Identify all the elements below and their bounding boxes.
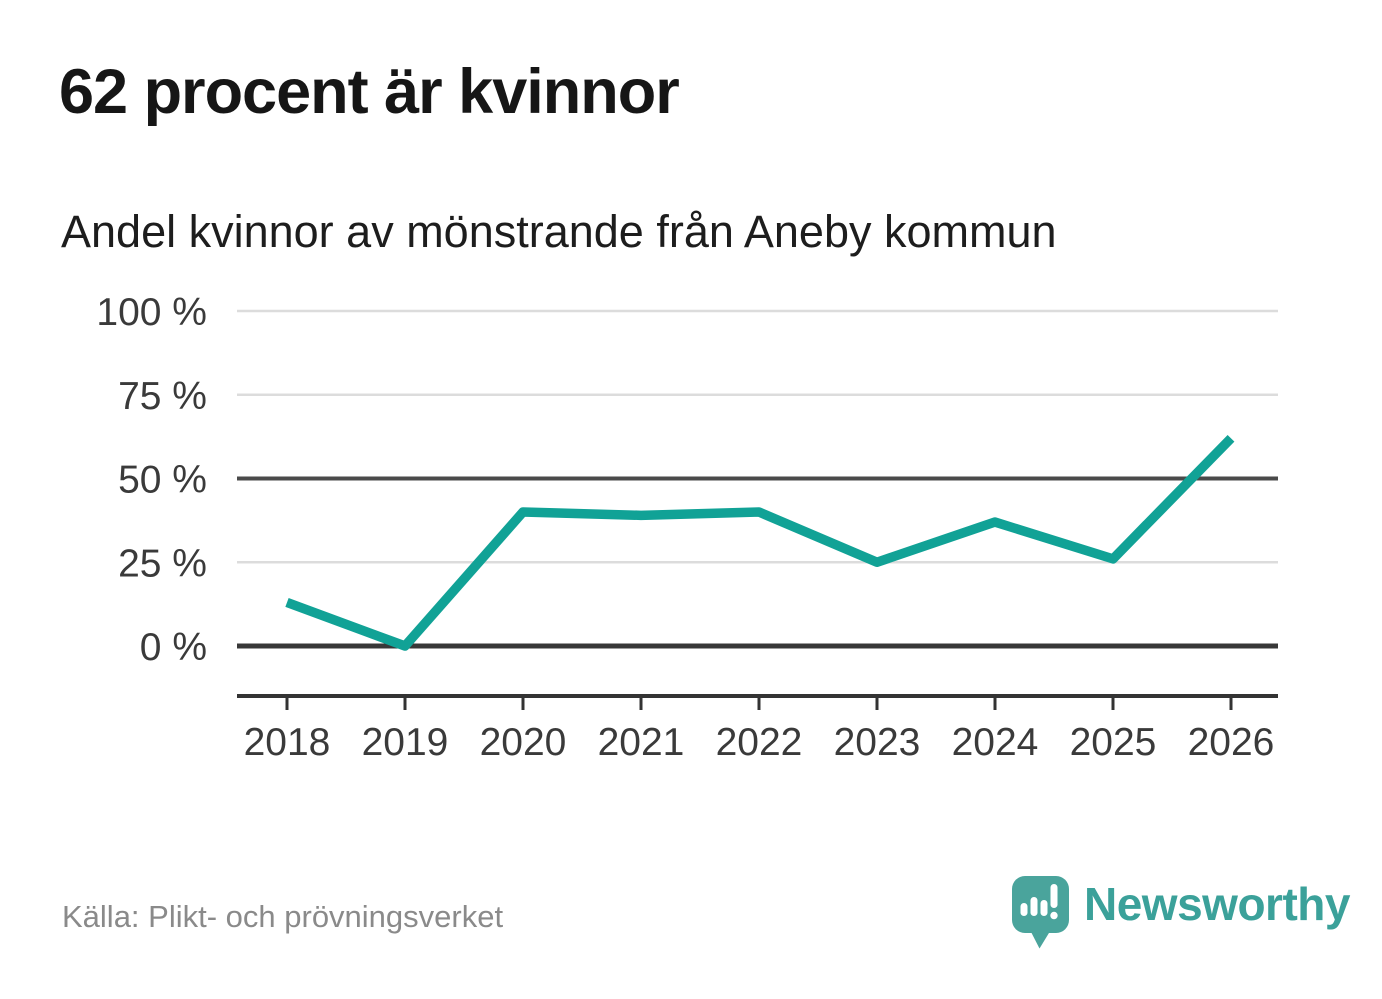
- newsworthy-logo: Newsworthy: [1012, 876, 1350, 950]
- x-axis-label: 2019: [362, 721, 449, 764]
- y-axis-label: 50 %: [118, 459, 207, 502]
- speech-bubble-bar-chart-icon: [1012, 876, 1069, 949]
- x-axis-label: 2018: [244, 721, 331, 764]
- chart-title: 62 procent är kvinnor: [59, 57, 680, 127]
- y-axis-label: 75 %: [118, 375, 207, 418]
- x-axis-label: 2023: [834, 721, 921, 764]
- brand-wordmark: Newsworthy: [1084, 878, 1350, 930]
- source-note: Källa: Plikt- och prövningsverket: [62, 899, 504, 934]
- x-axis-label: 2022: [716, 721, 803, 764]
- y-axis-label: 0 %: [140, 626, 207, 669]
- y-axis-label: 100 %: [96, 291, 207, 334]
- x-axis-label: 2025: [1070, 721, 1157, 764]
- data-series-line: [285, 434, 1235, 651]
- x-axis-label: 2026: [1188, 721, 1275, 764]
- x-axis-label: 2020: [480, 721, 567, 764]
- y-axis-label: 25 %: [118, 542, 207, 585]
- chart-subtitle: Andel kvinnor av mönstrande från Aneby k…: [61, 206, 1057, 257]
- x-axis-label: 2024: [952, 721, 1039, 764]
- x-axis-label: 2021: [598, 721, 685, 764]
